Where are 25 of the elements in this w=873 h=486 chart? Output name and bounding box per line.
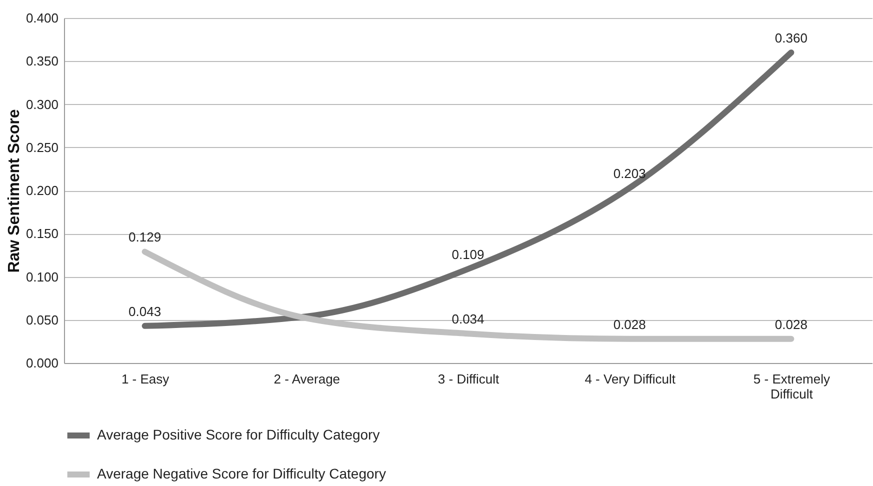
y-axis-title: Raw Sentiment Score <box>6 109 23 273</box>
data-label: 0.043 <box>128 304 162 319</box>
y-tick-label: 0.300 <box>26 96 58 112</box>
y-tick-label: 0.400 <box>26 10 58 26</box>
y-tick-label: 0.100 <box>26 269 58 284</box>
x-tick-label: 2 - Average <box>274 372 340 386</box>
y-tick-label: 0.250 <box>26 140 58 155</box>
data-label: 0.360 <box>774 30 808 46</box>
legend-label: Average Positive Score for Difficulty Category <box>97 426 380 442</box>
data-label: 0.028 <box>774 316 808 332</box>
data-label: 0.034 <box>452 312 484 327</box>
y-tick-label: 0.050 <box>26 312 58 328</box>
data-label: 0.109 <box>452 246 484 262</box>
data-label: 0.129 <box>128 230 162 245</box>
x-tick-label: 3 - Difficult <box>438 372 500 386</box>
x-tick-label: 1 - Easy <box>121 372 170 386</box>
y-tick-label: 0.350 <box>26 54 58 69</box>
legend-label: Average Negative Score for Difficulty Category <box>97 466 386 482</box>
y-tick-label: 0.000 <box>26 356 58 370</box>
x-tick-label: 5 - Extremely Difficult <box>753 372 830 402</box>
data-label: 0.028 <box>613 316 646 332</box>
y-tick-label: 0.150 <box>26 226 58 242</box>
y-tick-label: 0.200 <box>26 183 58 198</box>
data-label: 0.203 <box>613 166 646 181</box>
x-tick-label: 4 - Very Difficult <box>584 372 676 386</box>
